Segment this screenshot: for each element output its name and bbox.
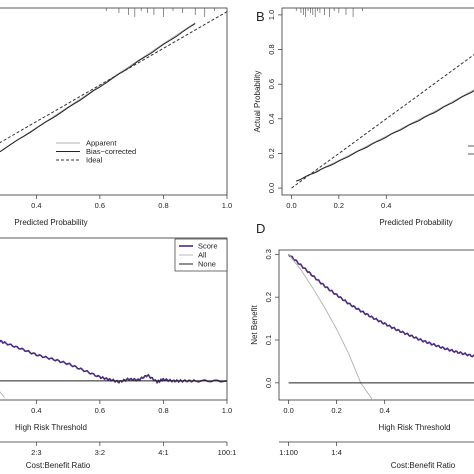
plot-frame (281, 7, 474, 196)
x-tick-label: 0.4 (381, 201, 391, 210)
series-line-bias-corrected (296, 90, 474, 182)
y-tick-label: 0.0 (267, 183, 276, 193)
y-tick-label: 0.1 (264, 335, 273, 345)
y-tick-label: 1.0 (267, 10, 276, 20)
x-tick-label: 0.4 (31, 201, 41, 210)
legend-entry: Apparent (86, 139, 117, 148)
x-tick-label: 1.0 (222, 201, 232, 210)
x-axis-label: Predicted Probability (379, 218, 452, 227)
x-axis-ticks: 0.4 0.6 0.8 1.0 (31, 195, 232, 210)
x-tick-label: 0.0 (286, 201, 296, 210)
y-axis-ticks: 0.0 0.1 0.2 0.3 (264, 249, 279, 388)
y-tick-label: 0.3 (264, 249, 273, 259)
x-axis-ticks: 0.0 0.2 0.4 (286, 195, 391, 210)
x-axis-ticks: 0.4 0.6 0.8 1.0 (31, 400, 232, 415)
x-axis-ticks: 0.0 0.2 0.4 (283, 400, 390, 415)
panel-letter: D (256, 221, 265, 236)
x-axis-label: High Risk Threshold (379, 423, 451, 432)
legend-entry: None (198, 260, 216, 269)
legend-entry: All (198, 251, 207, 260)
plot-frame (0, 7, 228, 196)
y-tick-label: 0.6 (267, 79, 276, 89)
legend-entry: Ideal (86, 156, 103, 165)
x-axis-label: Predicted Probability (14, 218, 87, 227)
y-tick-label: 0.2 (267, 148, 276, 158)
y-tick-label: 0.2 (264, 292, 273, 302)
series-line-ideal (0, 11, 227, 144)
legend (468, 145, 474, 155)
cost-benefit-tick-label: 3:2 (95, 448, 105, 457)
series-line-score (287, 253, 474, 358)
series-line-bias-corrected (0, 23, 196, 153)
series-line-ideal (291, 54, 474, 189)
cost-benefit-tick-label: 4:1 (158, 448, 168, 457)
cost-benefit-label: Cost:Benefit Ratio (26, 461, 91, 470)
legend-entry: Score (198, 242, 218, 251)
cost-benefit-axis: 1:100 1:4 Cost:Benefit Ratio (279, 441, 474, 470)
series-line-score (0, 339, 227, 385)
x-tick-label: 0.2 (334, 201, 344, 210)
rug-marks (295, 8, 363, 17)
series-line-apparent (296, 89, 474, 182)
y-axis-label: Net Benefit (250, 304, 259, 344)
chart-panel-a: 0.4 0.6 0.8 1.0 Predicted Probability Apparen… (0, 7, 232, 227)
y-tick-label: 0.0 (264, 378, 273, 388)
cost-benefit-tick-label: 1:4 (331, 448, 341, 457)
x-tick-label: 0.4 (379, 406, 389, 415)
x-tick-label: 0.2 (331, 406, 341, 415)
cost-benefit-tick-label: 1:100 (279, 448, 298, 457)
series-line-all (0, 391, 5, 398)
plot-frame (278, 249, 474, 401)
plot-frame (0, 237, 228, 401)
x-tick-label: 0.0 (283, 406, 293, 415)
y-tick-label: 0.4 (267, 114, 276, 124)
series-group (291, 54, 474, 189)
chart-panel-d: D 0.0 0.2 0.4 0.0 0.1 0.2 0.3 High Risk Threshol… (250, 221, 474, 470)
x-tick-label: 0.6 (95, 201, 105, 210)
series-group (0, 339, 227, 398)
x-tick-label: 0.6 (95, 406, 105, 415)
cost-benefit-axis: 2:3 3:2 4:1 100:1 Cost:Benefit Ratio (0, 441, 237, 470)
y-axis-ticks: 0.0 0.2 0.4 0.6 0.8 1.0 (267, 10, 282, 193)
x-tick-label: 0.8 (158, 201, 168, 210)
series-group (0, 11, 227, 153)
x-tick-label: 1.0 (222, 406, 232, 415)
panel-letter: B (256, 9, 265, 24)
x-axis-label: High Risk Threshold (15, 423, 87, 432)
y-tick-label: 0.8 (267, 44, 276, 54)
y-axis-label: Actual Probability (253, 71, 262, 133)
legend-entry: Bias−corrected (86, 147, 136, 156)
chart-panel-c: 0.4 0.6 0.8 1.0 High Risk Threshold 2:3 3:2 4:1… (0, 237, 237, 470)
cost-benefit-tick-label: 2:3 (31, 448, 41, 457)
x-tick-label: 0.8 (158, 406, 168, 415)
cost-benefit-tick-label: 100:1 (218, 448, 237, 457)
x-tick-label: 0.4 (31, 406, 41, 415)
chart-panel-b: B 0.0 0.2 0.4 0.0 0.2 0.4 0.6 0.8 1.0 Predicted Pr… (253, 7, 474, 227)
cost-benefit-label: Cost:Benefit Ratio (391, 461, 456, 470)
rug-marks (105, 8, 215, 17)
series-line-all (288, 254, 374, 400)
series-group (287, 253, 474, 400)
